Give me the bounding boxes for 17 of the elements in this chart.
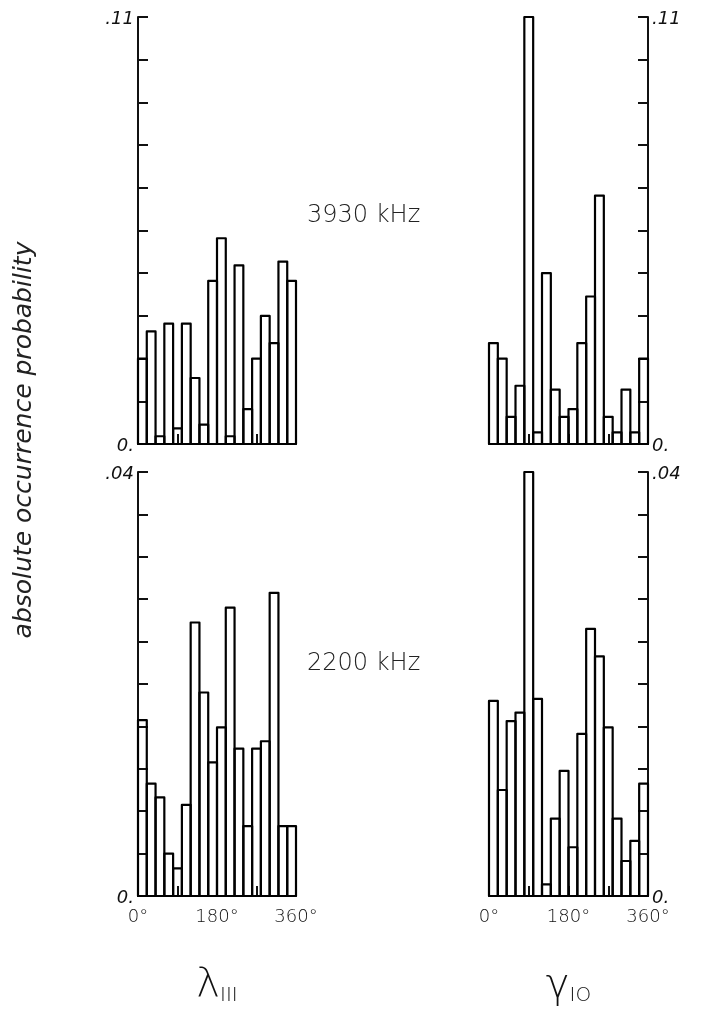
text: 2200 kHz bbox=[307, 648, 421, 676]
y-axis-title: absolute occurrence probability bbox=[7, 241, 37, 639]
x-tick-label: 180° bbox=[195, 904, 239, 926]
x-tick-label: 360° bbox=[274, 904, 318, 926]
y2-tick-label: .04 bbox=[652, 461, 681, 483]
y-tick-label: 0. bbox=[116, 885, 134, 907]
text: 3930 kHz bbox=[307, 200, 421, 228]
y-tick-label: .04 bbox=[105, 461, 134, 483]
y-tick-label: 0. bbox=[116, 433, 134, 455]
x-tick-label: 180° bbox=[546, 904, 591, 926]
x-tick-label: 0° bbox=[127, 904, 149, 926]
y2-tick-label: 0. bbox=[652, 433, 670, 455]
y2-tick-label: .11 bbox=[652, 6, 681, 28]
y2-tick-label: 0. bbox=[652, 885, 670, 907]
y-tick-label: .11 bbox=[105, 6, 134, 28]
x-tick-label: 360° bbox=[626, 904, 670, 926]
x-tick-label: 0° bbox=[478, 904, 500, 926]
